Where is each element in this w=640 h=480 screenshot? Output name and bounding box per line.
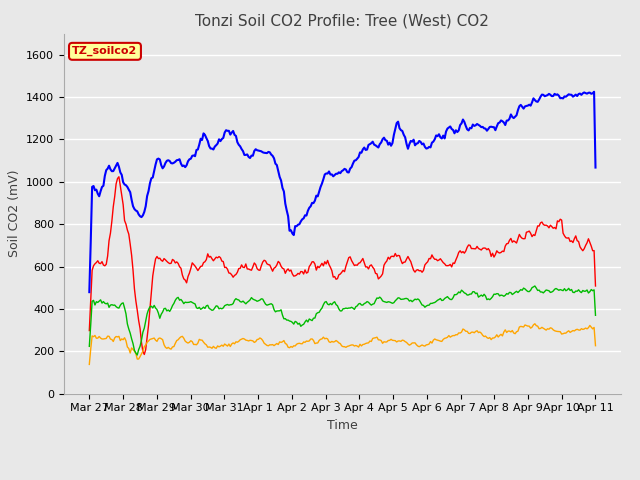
Line: -16cm: -16cm — [90, 92, 595, 292]
-16cm — [262, 150, 269, 156]
-2cm — [310, 259, 317, 264]
-2cm — [239, 264, 247, 270]
-16cm — [253, 147, 261, 153]
-8cm — [591, 312, 599, 318]
-16cm — [590, 89, 598, 95]
-4cm — [86, 361, 93, 367]
-16cm — [86, 289, 93, 295]
-4cm — [565, 328, 573, 334]
-16cm — [563, 93, 571, 98]
-2cm — [256, 267, 264, 273]
X-axis label: Time: Time — [327, 419, 358, 432]
-16cm — [236, 144, 244, 149]
-4cm — [591, 343, 599, 348]
-16cm — [307, 204, 314, 209]
-2cm — [140, 351, 148, 357]
-8cm — [255, 298, 262, 304]
Title: Tonzi Soil CO2 Profile: Tree (West) CO2: Tonzi Soil CO2 Profile: Tree (West) CO2 — [195, 13, 490, 28]
-8cm — [237, 299, 245, 305]
-8cm — [133, 352, 141, 358]
-8cm — [263, 302, 271, 308]
-8cm — [531, 283, 539, 289]
-2cm — [566, 239, 574, 244]
-8cm — [86, 344, 93, 349]
-8cm — [149, 305, 157, 311]
-2cm — [115, 174, 123, 180]
Text: TZ_soilco2: TZ_soilco2 — [72, 46, 138, 57]
-4cm — [147, 336, 155, 342]
-8cm — [308, 318, 316, 324]
-4cm — [531, 321, 539, 326]
-16cm — [147, 175, 155, 181]
Y-axis label: Soil CO2 (mV): Soil CO2 (mV) — [8, 170, 20, 257]
-4cm — [253, 336, 261, 342]
-4cm — [307, 336, 314, 342]
-4cm — [262, 341, 269, 347]
-16cm — [591, 165, 599, 170]
-2cm — [86, 328, 93, 334]
-4cm — [236, 337, 244, 343]
-2cm — [264, 262, 272, 267]
Line: -8cm: -8cm — [90, 286, 595, 355]
-2cm — [150, 264, 158, 270]
Line: -4cm: -4cm — [90, 324, 595, 364]
-2cm — [591, 283, 599, 289]
Legend: -2cm, -4cm, -8cm, -16cm: -2cm, -4cm, -8cm, -16cm — [165, 479, 520, 480]
-8cm — [566, 288, 574, 293]
Line: -2cm: -2cm — [90, 177, 595, 354]
